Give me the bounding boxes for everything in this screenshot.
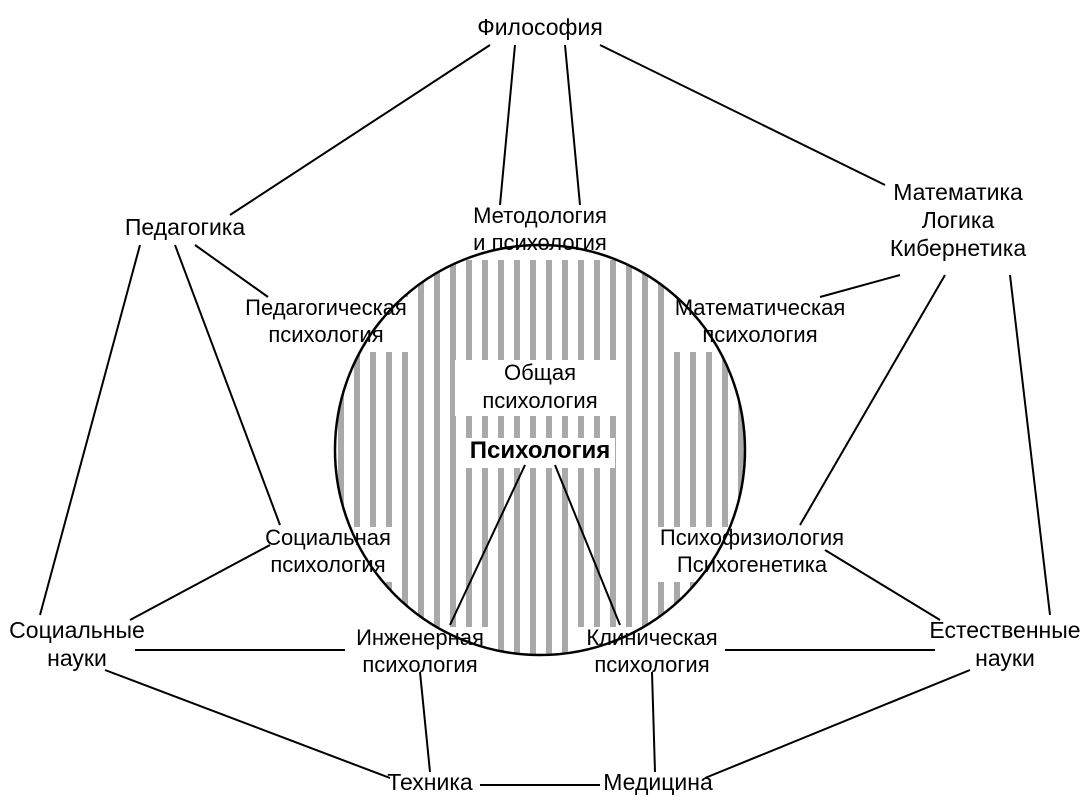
label-social_psych-line2: психология: [270, 552, 385, 577]
edge-technics-eng_psych: [420, 672, 430, 772]
label-math_logic_cyb-line2: Логика: [922, 207, 995, 233]
label-psychophys-line2: Психогенетика: [677, 552, 828, 577]
general-psychology-label-line2: психология: [482, 388, 597, 413]
label-medicine: Медицина: [603, 769, 713, 795]
label-eng_psych-line1: Инженерная: [356, 625, 484, 650]
label-clin_psych-line1: Клиническая: [586, 625, 717, 650]
edge-medicine-clin_psych: [652, 672, 655, 772]
label-ped_psych-line1: Педагогическая: [245, 295, 407, 320]
label-eng_psych-line2: психология: [362, 652, 477, 677]
label-psychophys-line1: Психофизиология: [660, 525, 844, 550]
edge-social_sci-social_psych: [130, 545, 270, 620]
edge-pedagogy-ped_psych: [195, 245, 268, 297]
label-natural_sci-line1: Естественные: [929, 617, 1080, 643]
edge-philosophy-methodology: [500, 45, 515, 205]
label-math_psych-line2: психология: [702, 322, 817, 347]
general-psychology-label-line1: Общая: [504, 360, 576, 385]
label-social_sci-line1: Социальные: [9, 617, 145, 643]
edge-social_sci-technics: [105, 670, 390, 778]
center-label: Психология: [470, 437, 611, 464]
edge-philosophy-methodology: [565, 45, 580, 205]
label-natural_sci-line2: науки: [975, 645, 1035, 671]
label-methodology-line1: Методология: [473, 203, 607, 228]
edge-pedagogy-social_psych: [175, 245, 280, 525]
edge-math_logic_cyb-math_psych: [820, 275, 900, 297]
label-ped_psych-line2: психология: [268, 322, 383, 347]
psychology-disciplines-diagram: Философия Педагогика МатематикаЛогикаКибер…: [0, 0, 1089, 810]
edge-philosophy-math_logic_cyb: [600, 45, 885, 185]
label-pedagogy: Педагогика: [125, 214, 246, 240]
label-social_psych-line1: Социальная: [265, 525, 391, 550]
label-math_psych-line1: Математическая: [675, 295, 846, 320]
edge-natural_sci-psychophys: [825, 550, 940, 620]
label-social_sci-line2: науки: [47, 645, 107, 671]
edge-pedagogy-social_sci: [40, 245, 140, 615]
label-math_logic_cyb-line1: Математика: [893, 179, 1023, 205]
edges-group: [40, 45, 1050, 785]
label-math_logic_cyb-line3: Кибернетика: [890, 235, 1026, 261]
label-technics: Техника: [387, 769, 473, 795]
label-clin_psych-line2: психология: [594, 652, 709, 677]
edge-math_logic_cyb-natural_sci: [1010, 275, 1050, 615]
edge-natural_sci-medicine: [705, 670, 970, 778]
label-philosophy: Философия: [477, 14, 603, 40]
label-methodology-line2: и психология: [473, 230, 607, 255]
edge-philosophy-pedagogy: [230, 45, 490, 215]
